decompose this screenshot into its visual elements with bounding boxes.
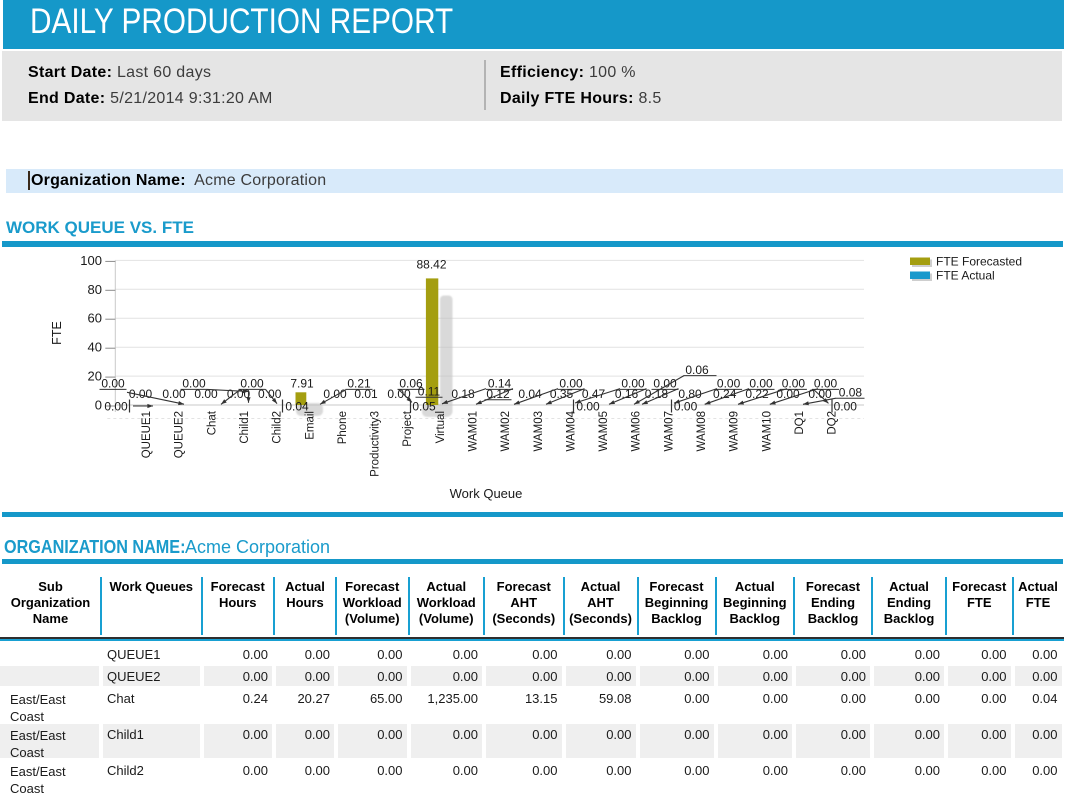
svg-text:0.00: 0.00 — [162, 387, 186, 401]
svg-text:Child2: Child2 — [272, 411, 284, 444]
svg-text:0.00: 0.00 — [387, 387, 411, 401]
svg-text:WAM03: WAM03 — [533, 411, 545, 451]
svg-text:0.00: 0.00 — [227, 387, 251, 401]
svg-text:FTE Actual: FTE Actual — [936, 269, 995, 283]
svg-text:0.05: 0.05 — [412, 400, 436, 414]
svg-text:0.08: 0.08 — [839, 385, 863, 399]
svg-text:Project: Project — [402, 410, 414, 447]
svg-text:Productivity3: Productivity3 — [370, 411, 382, 477]
svg-text:0.00: 0.00 — [717, 377, 741, 391]
svg-text:40: 40 — [88, 340, 102, 355]
svg-text:Child1: Child1 — [239, 411, 251, 444]
svg-text:0.80: 0.80 — [678, 387, 702, 401]
svg-text:Chat: Chat — [206, 410, 218, 435]
svg-text:WAM05: WAM05 — [598, 411, 610, 451]
svg-text:WAM06: WAM06 — [631, 411, 643, 451]
svg-text:0.00: 0.00 — [104, 400, 128, 414]
svg-text:0.00: 0.00 — [559, 377, 583, 391]
svg-text:0.00: 0.00 — [240, 377, 264, 391]
svg-text:0.00: 0.00 — [101, 377, 125, 391]
svg-text:0.16: 0.16 — [615, 387, 639, 401]
svg-text:Work Queue: Work Queue — [450, 486, 523, 501]
svg-text:0.04: 0.04 — [518, 387, 542, 401]
svg-text:0: 0 — [95, 398, 102, 413]
svg-text:WAM08: WAM08 — [696, 411, 708, 451]
svg-text:0.00: 0.00 — [653, 377, 677, 391]
svg-text:Email: Email — [304, 411, 316, 440]
svg-text:WAM02: WAM02 — [500, 411, 512, 451]
svg-text:0.00: 0.00 — [129, 387, 153, 401]
svg-text:WAM07: WAM07 — [663, 411, 675, 451]
svg-text:QUEUE2: QUEUE2 — [174, 411, 186, 458]
svg-text:7.91: 7.91 — [290, 376, 314, 390]
svg-text:WAM04: WAM04 — [566, 410, 578, 451]
svg-text:0.00: 0.00 — [194, 387, 218, 401]
svg-text:0.00: 0.00 — [323, 387, 347, 401]
svg-text:0.00: 0.00 — [834, 400, 858, 414]
svg-text:0.18: 0.18 — [645, 387, 669, 401]
svg-text:0.18: 0.18 — [451, 387, 475, 401]
svg-text:0.06: 0.06 — [399, 377, 423, 391]
svg-text:Virtual: Virtual — [435, 411, 447, 443]
svg-text:0.00: 0.00 — [782, 377, 806, 391]
svg-text:0.04: 0.04 — [285, 400, 309, 414]
svg-text:0.00: 0.00 — [621, 377, 645, 391]
svg-text:DQ2: DQ2 — [827, 411, 839, 435]
svg-text:60: 60 — [88, 311, 102, 326]
svg-text:WAM09: WAM09 — [729, 411, 741, 451]
svg-text:0.35: 0.35 — [550, 387, 574, 401]
svg-text:100: 100 — [80, 253, 102, 268]
svg-text:QUEUE1: QUEUE1 — [141, 411, 153, 458]
svg-text:0.00: 0.00 — [576, 400, 600, 414]
svg-text:0.00: 0.00 — [182, 377, 206, 391]
svg-text:0.47: 0.47 — [582, 387, 606, 401]
svg-text:0.01: 0.01 — [354, 387, 378, 401]
svg-text:0.21: 0.21 — [347, 377, 371, 391]
svg-text:20: 20 — [88, 369, 102, 384]
svg-text:0.06: 0.06 — [685, 363, 709, 377]
svg-text:FTE: FTE — [50, 321, 64, 345]
svg-text:0.00: 0.00 — [749, 377, 773, 391]
svg-text:0.22: 0.22 — [745, 387, 769, 401]
svg-text:80: 80 — [88, 282, 102, 297]
svg-text:FTE Forecasted: FTE Forecasted — [936, 255, 1022, 269]
svg-text:0.24: 0.24 — [713, 387, 737, 401]
svg-text:0.14: 0.14 — [488, 377, 512, 391]
svg-text:88.42: 88.42 — [416, 258, 446, 272]
svg-text:WAM10: WAM10 — [761, 411, 773, 451]
svg-text:0.00: 0.00 — [776, 387, 800, 401]
svg-text:0.00: 0.00 — [814, 377, 838, 391]
svg-text:DQ1: DQ1 — [794, 411, 806, 435]
svg-text:Phone: Phone — [337, 411, 349, 444]
svg-text:WAM01: WAM01 — [468, 411, 480, 451]
svg-text:0.11: 0.11 — [418, 384, 441, 398]
svg-text:0.00: 0.00 — [808, 387, 832, 401]
